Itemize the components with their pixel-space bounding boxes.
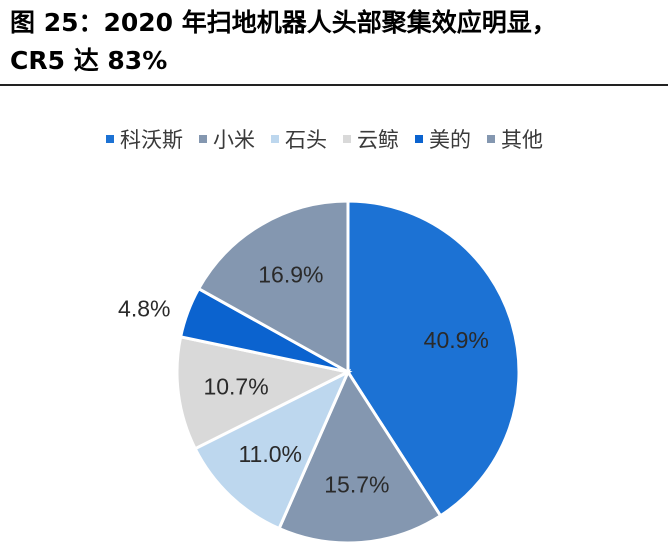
legend-swatch-0 (106, 135, 114, 143)
legend-label-2: 石头 (285, 128, 327, 152)
data-label-2: 11.0% (238, 441, 302, 467)
data-label-0: 40.9% (424, 327, 489, 353)
data-label-4: 4.8% (118, 296, 170, 322)
data-label-1: 15.7% (324, 472, 389, 498)
legend-swatch-1 (199, 135, 207, 143)
title-divider (0, 84, 668, 86)
legend-item-5: 其他 (487, 124, 543, 154)
pie-slice-2 (193, 368, 352, 531)
chart-legend: 科沃斯 小米 石头 云鲸 美的 其他 (106, 124, 559, 154)
legend-swatch-4 (415, 135, 423, 143)
legend-label-0: 科沃斯 (120, 128, 183, 152)
legend-swatch-3 (343, 135, 351, 143)
legend-label-1: 小米 (213, 128, 255, 152)
legend-item-0: 科沃斯 (106, 124, 183, 154)
legend-item-1: 小米 (199, 124, 255, 154)
pie-slice-3 (175, 335, 353, 451)
legend-item-3: 云鲸 (343, 124, 399, 154)
pie-slice-1 (277, 368, 443, 545)
legend-item-2: 石头 (271, 124, 327, 154)
data-label-5: 16.9% (258, 262, 323, 288)
figure-title-line-1: 图 25：2020 年扫地机器人头部聚集效应明显， (10, 8, 557, 37)
pie-slice-5 (196, 199, 350, 375)
legend-swatch-2 (271, 135, 279, 143)
legend-label-4: 美的 (429, 128, 471, 152)
figure-title-line-2: CR5 达 83% (10, 46, 168, 75)
legend-label-5: 其他 (501, 128, 543, 152)
legend-item-4: 美的 (415, 124, 471, 154)
legend-label-3: 云鲸 (357, 128, 399, 152)
legend-swatch-5 (487, 135, 495, 143)
figure-title: 图 25：2020 年扫地机器人头部聚集效应明显， CR5 达 83% (10, 4, 660, 80)
data-label-3: 10.7% (203, 373, 268, 399)
